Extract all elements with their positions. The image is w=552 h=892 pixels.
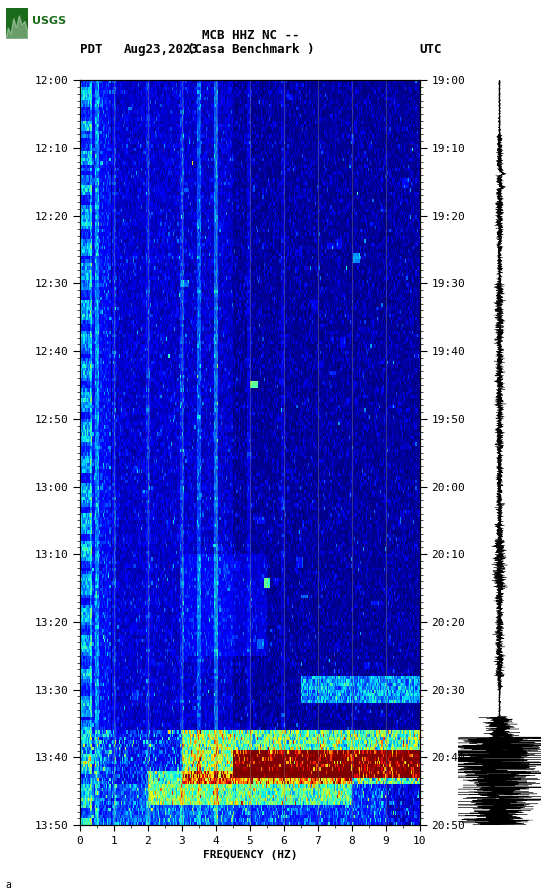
Text: MCB HHZ NC --: MCB HHZ NC -- bbox=[203, 29, 300, 42]
FancyBboxPatch shape bbox=[6, 8, 28, 39]
Polygon shape bbox=[6, 16, 28, 39]
Text: UTC: UTC bbox=[420, 43, 442, 55]
Text: (Casa Benchmark ): (Casa Benchmark ) bbox=[188, 43, 315, 55]
Text: a: a bbox=[6, 880, 12, 889]
Text: Aug23,2023: Aug23,2023 bbox=[124, 43, 199, 55]
X-axis label: FREQUENCY (HZ): FREQUENCY (HZ) bbox=[203, 850, 297, 860]
Text: USGS: USGS bbox=[32, 16, 66, 27]
Text: PDT: PDT bbox=[80, 43, 103, 55]
